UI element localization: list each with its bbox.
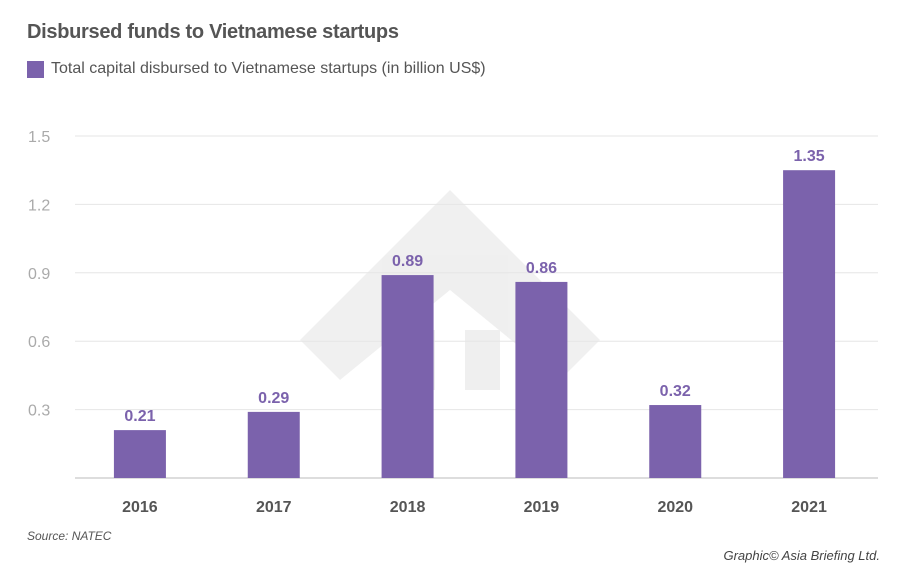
y-tick-label: 1.5 [28, 129, 50, 146]
data-label: 0.86 [526, 260, 557, 277]
legend: Total capital disbursed to Vietnamese st… [27, 60, 486, 78]
bar [515, 281, 568, 478]
x-tick-label: 2019 [524, 499, 560, 516]
data-label: 1.35 [794, 148, 825, 165]
bar [247, 411, 300, 478]
source-note: Source: NATEC [27, 529, 112, 543]
y-tick-label: 0.3 [28, 403, 50, 420]
data-label: 0.29 [258, 390, 289, 407]
bar [649, 405, 702, 478]
x-tick-label: 2020 [657, 499, 693, 516]
data-label: 0.32 [660, 383, 691, 400]
data-label: 0.21 [124, 408, 155, 425]
y-tick-label: 1.2 [28, 197, 50, 214]
chart-title: Disbursed funds to Vietnamese startups [27, 21, 399, 43]
bar [381, 275, 434, 478]
x-tick-label: 2018 [390, 499, 426, 516]
legend-label: Total capital disbursed to Vietnamese st… [51, 60, 486, 77]
legend-swatch [27, 60, 44, 78]
y-tick-label: 0.9 [28, 266, 50, 283]
x-tick-label: 2016 [122, 499, 158, 516]
x-tick-label: 2021 [791, 499, 827, 516]
bar [783, 170, 836, 478]
credit-note: Graphic© Asia Briefing Ltd. [723, 548, 880, 563]
y-tick-label: 0.6 [28, 334, 50, 351]
x-tick-label: 2017 [256, 499, 292, 516]
bar [113, 430, 166, 478]
data-label: 0.89 [392, 253, 423, 270]
